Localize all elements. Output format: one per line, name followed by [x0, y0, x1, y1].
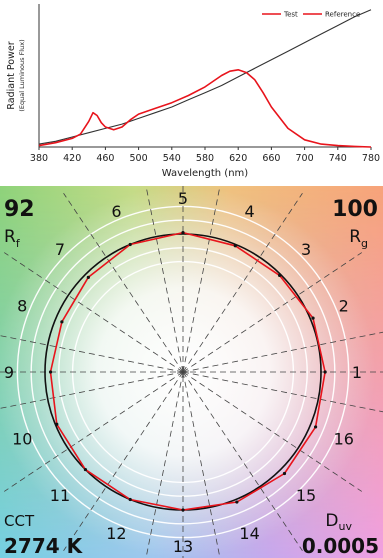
- test-point: [86, 275, 90, 279]
- bin-divider: [182, 186, 221, 373]
- reference-rings: [0, 186, 383, 558]
- bin-divider: [182, 371, 362, 492]
- rg-label-main: R: [349, 227, 361, 247]
- test-point: [128, 497, 132, 502]
- x-tick-label: 500: [130, 153, 148, 164]
- x-tick-label: 460: [96, 153, 114, 164]
- test-point: [282, 471, 287, 476]
- test-point: [235, 500, 239, 504]
- hue-bin-label: 13: [173, 537, 193, 556]
- hue-bin-label: 14: [239, 524, 259, 543]
- hue-bin-dividers: [0, 186, 383, 558]
- x-tick-label: 660: [262, 153, 280, 164]
- spectrum-chart: 380 420 460 500 540 580 620 660 700 740 780 Wavele…: [0, 0, 383, 182]
- hue-bin-label: 9: [4, 363, 14, 382]
- y-axis-label: Radiant Power: [6, 41, 17, 109]
- duv-label-main: D: [325, 511, 338, 531]
- hue-bin-label: 16: [334, 430, 354, 449]
- test-point: [323, 370, 327, 374]
- x-tick-label: 420: [63, 153, 81, 164]
- bin-divider: [4, 252, 184, 373]
- x-tick-label: 780: [362, 153, 380, 164]
- bin-divider: [145, 371, 184, 558]
- x-tick-label: 620: [229, 153, 247, 164]
- duv-label: Duv: [325, 511, 352, 533]
- vector-series: [44, 231, 327, 512]
- bin-divider: [63, 193, 184, 373]
- test-point: [128, 242, 132, 247]
- bin-divider: [4, 371, 184, 492]
- spectrum-series: [38, 9, 372, 148]
- rg-label-sub: g: [361, 237, 368, 250]
- bin-divider: [182, 371, 221, 558]
- test-point: [48, 370, 53, 374]
- x-axis-label: Wavelength (nm): [162, 168, 248, 179]
- hue-bin-label: 6: [111, 202, 121, 221]
- x-tick-label: 740: [329, 153, 347, 164]
- rf-label-main: R: [4, 227, 16, 247]
- y-axis-sublabel: (Equal Luminous Flux): [18, 39, 26, 111]
- x-tick-label: 700: [296, 153, 314, 164]
- duv-label-sub: uv: [339, 520, 353, 533]
- hue-bin-label: 8: [17, 296, 27, 315]
- test-point: [313, 425, 318, 429]
- x-tick-label: 380: [30, 153, 48, 164]
- bin-divider: [182, 371, 383, 413]
- bin-divider: [0, 335, 184, 373]
- rf-value: 92: [4, 197, 35, 222]
- series-line-reference: [38, 9, 372, 145]
- rg-value: 100: [332, 197, 378, 222]
- bin-divider: [0, 371, 184, 409]
- bin-divider: [63, 371, 184, 551]
- test-point: [181, 231, 185, 235]
- test-point: [83, 467, 88, 472]
- bin-divider: [182, 331, 383, 373]
- hue-bin-label: 2: [339, 296, 349, 315]
- x-tick-label: 580: [196, 153, 214, 164]
- test-point: [181, 508, 185, 512]
- hue-bin-label: 3: [301, 240, 311, 259]
- rg-label: Rg: [349, 227, 368, 250]
- duv-value: 0.0005: [302, 534, 379, 558]
- series-line-test: [38, 69, 372, 148]
- bin-divider: [182, 252, 362, 373]
- bin-divider: [182, 193, 303, 373]
- legend-test-label: Test: [283, 11, 298, 19]
- hue-bin-label: 15: [296, 486, 316, 505]
- test-point: [60, 320, 64, 324]
- x-tick-label: 540: [163, 153, 181, 164]
- x-tick-labels: 380 420 460 500 540 580 620 660 700 740 780: [30, 147, 380, 164]
- test-point: [55, 422, 59, 426]
- rf-label-sub: f: [16, 237, 21, 250]
- hue-bin-label: 5: [178, 189, 188, 208]
- hue-bin-label: 1: [352, 363, 362, 382]
- bin-divider: [182, 371, 303, 551]
- test-point: [278, 273, 282, 277]
- cct-label: CCT: [4, 512, 35, 530]
- test-point: [311, 316, 315, 320]
- hue-bin-label: 4: [244, 202, 254, 221]
- rf-label: Rf: [4, 227, 21, 250]
- test-point: [233, 244, 237, 248]
- legend-reference-label: Reference: [325, 11, 360, 19]
- hue-bin-label: 7: [55, 240, 65, 259]
- hue-bin-label: 11: [50, 486, 70, 505]
- bin-divider: [145, 186, 184, 373]
- chart-legend: Test Reference: [262, 11, 360, 19]
- cct-value: 2774 K: [4, 534, 84, 558]
- hue-bin-label: 10: [12, 430, 32, 449]
- hue-bin-label: 12: [106, 524, 126, 543]
